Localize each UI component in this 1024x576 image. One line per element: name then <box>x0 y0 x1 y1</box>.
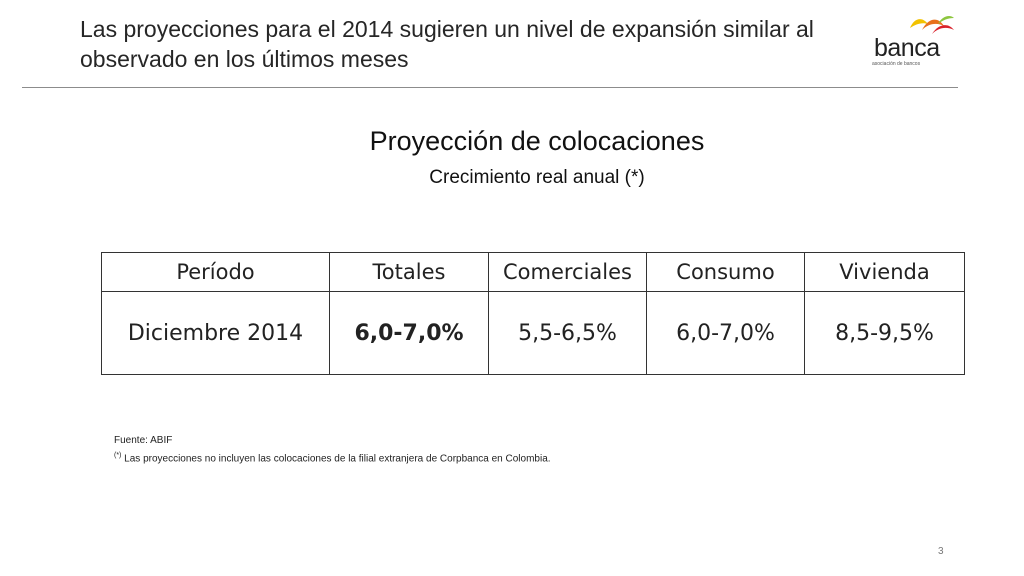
header-periodo: Período <box>101 252 330 292</box>
projection-note: (*) Las proyecciones no incluyen las col… <box>114 448 551 466</box>
logo-text: banca <box>874 34 940 62</box>
header-vivienda: Vivienda <box>804 252 965 292</box>
section-subheading: Crecimiento real anual (*) <box>429 167 645 188</box>
projection-table: Período Totales Comerciales Consumo Vivi… <box>101 252 965 375</box>
cell-consumo: 6,0-7,0% <box>646 291 805 375</box>
cell-periodo: Diciembre 2014 <box>101 291 330 375</box>
table-row: Diciembre 2014 6,0-7,0% 5,5-6,5% 6,0-7,0… <box>101 291 965 375</box>
section-heading: Proyección de colocaciones <box>369 126 705 156</box>
footnotes: Fuente: ABIF (*) Las proyecciones no inc… <box>114 433 551 466</box>
logo-subtext: asociación de bancos <box>872 61 921 67</box>
source-note: Fuente: ABIF <box>114 435 173 446</box>
table-header-row: Período Totales Comerciales Consumo Vivi… <box>101 252 965 292</box>
banca-logo: banca asociación de bancos <box>868 14 958 74</box>
page-number: 3 <box>938 546 944 557</box>
header-comerciales: Comerciales <box>488 252 647 292</box>
footnote-text: Las proyecciones no incluyen las colocac… <box>124 453 551 465</box>
cell-vivienda: 8,5-9,5% <box>804 291 965 375</box>
cell-totales: 6,0-7,0% <box>329 291 489 375</box>
slide-title: Las proyecciones para el 2014 sugieren u… <box>80 16 814 72</box>
footnote-marker: (*) <box>114 452 122 459</box>
header-totales: Totales <box>329 252 489 292</box>
title-divider <box>22 87 958 88</box>
header-consumo: Consumo <box>646 252 805 292</box>
cell-comerciales: 5,5-6,5% <box>488 291 647 375</box>
banca-logo-icon <box>910 16 954 34</box>
